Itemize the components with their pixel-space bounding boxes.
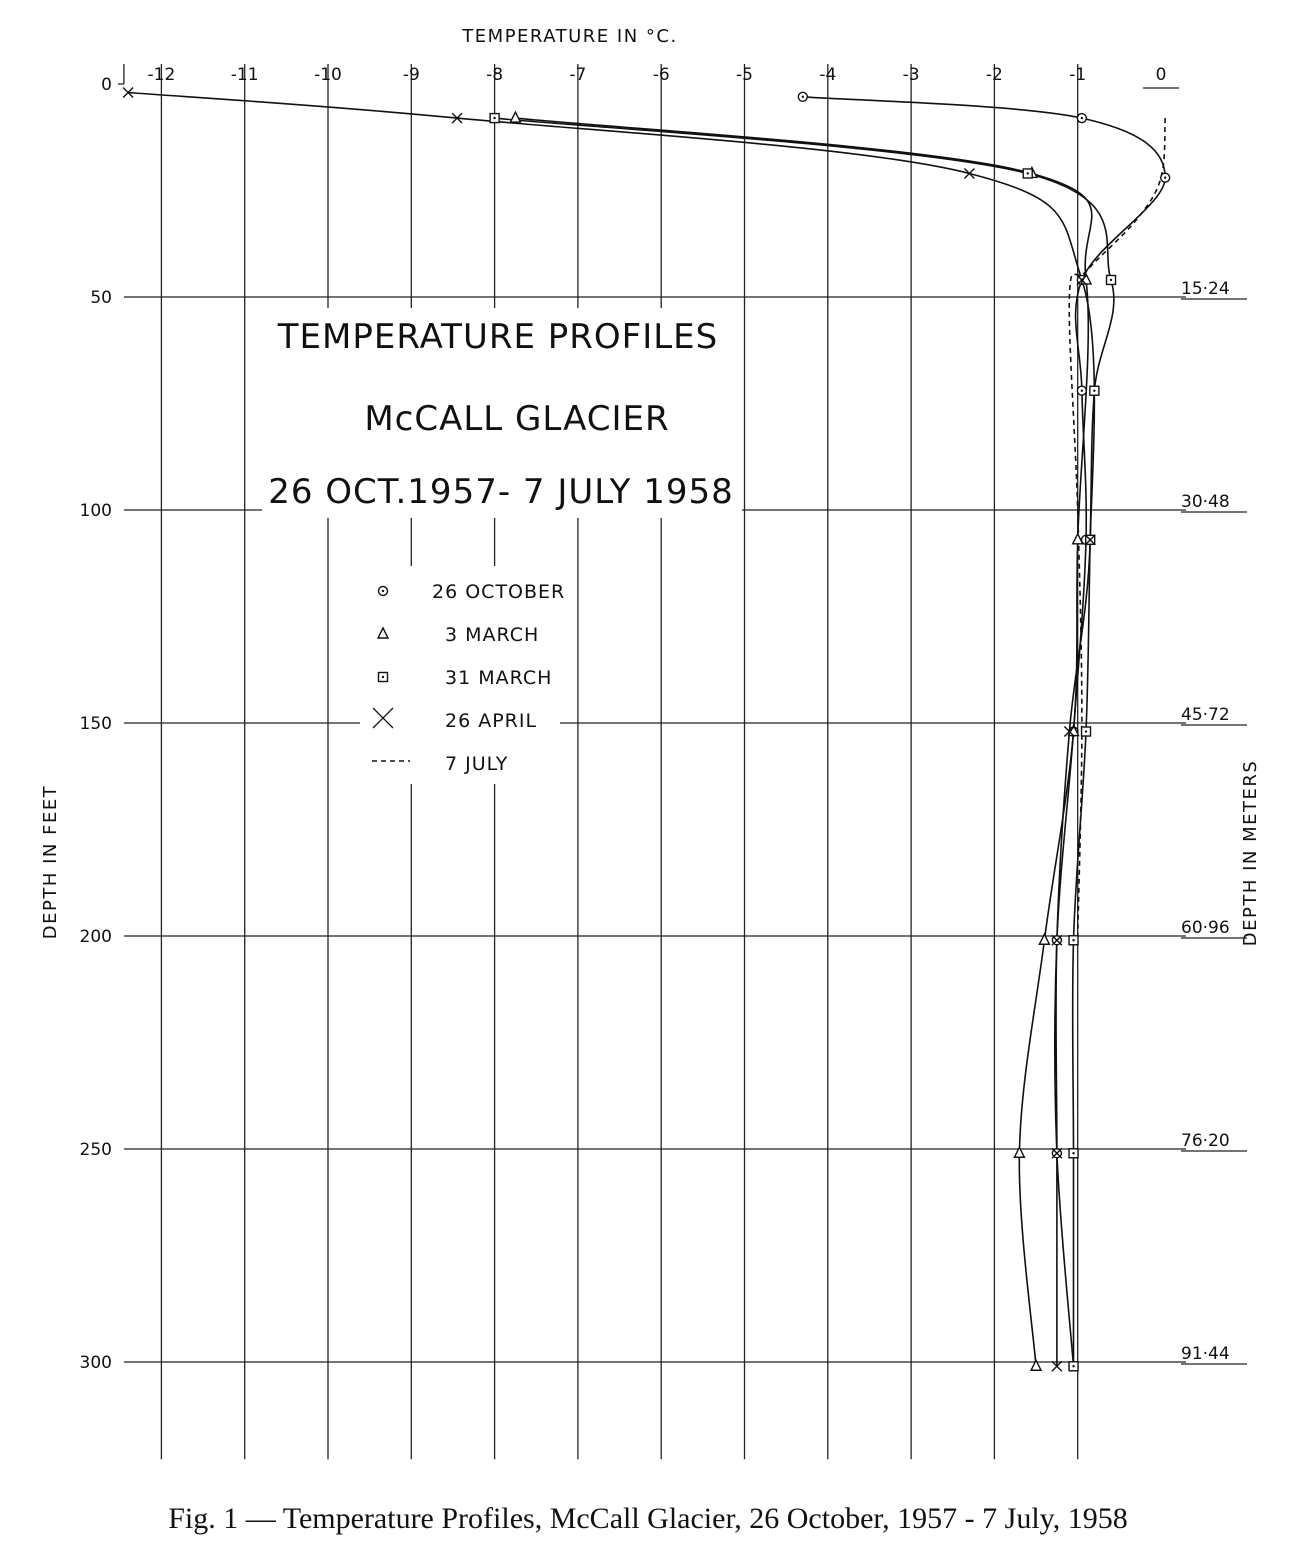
- y-tick-label: 300: [80, 1353, 112, 1373]
- data-point-3-march: [509, 110, 522, 123]
- series-markers: [122, 87, 1171, 1372]
- y-tick-label: 50: [90, 288, 112, 308]
- data-point-3-march: [1013, 1145, 1026, 1158]
- y-tick-label: 250: [80, 1140, 112, 1160]
- data-point-31-march-dot: [1093, 389, 1096, 392]
- legend-label: 7 JULY: [445, 753, 508, 775]
- data-point-31-march-dot: [1072, 1152, 1075, 1155]
- title-line-3: 26 OCT.1957- 7 JULY 1958: [268, 472, 734, 512]
- data-point-26-april: [1063, 726, 1075, 738]
- series-lines: [128, 91, 1167, 1367]
- x-tick-label: -6: [653, 65, 670, 85]
- data-point-31-march-dot: [1072, 1365, 1075, 1368]
- y2-tick-label: 45·72: [1181, 705, 1230, 725]
- data-point-31-march-dot: [1026, 172, 1029, 175]
- y-tick-label: 100: [80, 501, 112, 521]
- y2-axis-label: DEPTH IN METERS: [1240, 760, 1261, 947]
- x-tick-label: -1: [1069, 65, 1086, 85]
- y-tick-label: 150: [80, 714, 112, 734]
- data-point-3-march: [1071, 532, 1084, 545]
- series-line-26-april: [128, 91, 1096, 1367]
- data-point-26-april: [1076, 274, 1088, 286]
- y-tick-label: 200: [80, 927, 112, 947]
- y2-tick-label: 60·96: [1181, 918, 1230, 938]
- title-line-2: McCALL GLACIER: [364, 399, 669, 439]
- x-tick-label: -9: [403, 65, 420, 85]
- title-line-1: TEMPERATURE PROFILES: [277, 317, 718, 357]
- tick-labels: -12 -11 -10 -9 -8 -7 -6 -5 -4 -3 -2 -1 0050100150200…: [80, 65, 1230, 1373]
- series-line-26-october: [802, 96, 1167, 1367]
- y-axis-label: DEPTH IN FEET: [40, 785, 61, 939]
- series-line-7-july: [1068, 118, 1166, 937]
- legend-symbol-dot: [381, 589, 385, 593]
- y2-tick-label: 15·24: [1181, 279, 1230, 299]
- data-point-31-march-dot: [493, 116, 496, 120]
- data-point-31-march-dot: [1084, 730, 1088, 733]
- x-tick-label: -7: [569, 65, 586, 85]
- title-background: [262, 308, 742, 518]
- y2-tick-label: 76·20: [1181, 1131, 1230, 1151]
- legend-symbol: [376, 626, 390, 639]
- series-line-31-march: [494, 117, 1115, 1367]
- legend-symbol-dot: [381, 675, 385, 679]
- y2-tick-label: 91·44: [1181, 1344, 1230, 1364]
- y2-tick-label: 30·48: [1181, 492, 1230, 512]
- data-point-26-october-dot: [1080, 389, 1084, 392]
- data-point-3-march: [1029, 1358, 1043, 1371]
- data-point-26-april: [122, 87, 134, 99]
- x-tick-label: -12: [148, 65, 176, 85]
- grid: [117, 64, 1247, 1460]
- legend-x-symbol: [372, 707, 394, 729]
- x-tick-label: -11: [231, 65, 259, 85]
- x-tick-label: -4: [819, 65, 836, 85]
- legend-label: 3 MARCH: [445, 624, 539, 646]
- x-tick-label: -3: [903, 65, 920, 85]
- data-point-26-april: [1051, 934, 1063, 946]
- title-block: TEMPERATURE PROFILES McCALL GLACIER 26 O…: [262, 308, 742, 518]
- legend-background: [360, 566, 560, 784]
- x-tick-label: 0: [1156, 65, 1167, 85]
- legend: 26 OCTOBER 3 MARCH 31 MARCH 26 APRIL 7 JULY: [360, 566, 565, 784]
- y-tick-label: 0: [101, 75, 112, 95]
- data-point-26-october-dot: [1163, 176, 1167, 179]
- figure-caption: Fig. 1 — Temperature Profiles, McCall Gl…: [168, 1502, 1127, 1535]
- x-axis-label: TEMPERATURE IN °C.: [461, 26, 677, 47]
- data-point-26-april: [963, 167, 975, 179]
- data-point-26-april: [451, 112, 463, 124]
- x-tick-label: -5: [736, 65, 753, 85]
- data-point-3-march: [1038, 932, 1051, 945]
- legend-label: 26 OCTOBER: [432, 581, 565, 603]
- data-point-26-october-dot: [801, 95, 805, 98]
- data-point-31-march-dot: [1109, 278, 1113, 282]
- data-point-31-march-dot: [1072, 939, 1075, 942]
- x-tick-label: -2: [986, 65, 1003, 85]
- x-tick-label: -10: [314, 65, 342, 85]
- data-point-26-april: [1084, 534, 1096, 546]
- x-tick-label: -8: [486, 65, 503, 85]
- data-point-26-april: [1051, 1147, 1063, 1159]
- legend-label: 26 APRIL: [445, 710, 537, 732]
- data-point-26-october-dot: [1080, 116, 1084, 120]
- legend-label: 31 MARCH: [445, 667, 552, 689]
- series-line-3-march: [515, 117, 1093, 1367]
- data-point-26-april: [1051, 1360, 1063, 1372]
